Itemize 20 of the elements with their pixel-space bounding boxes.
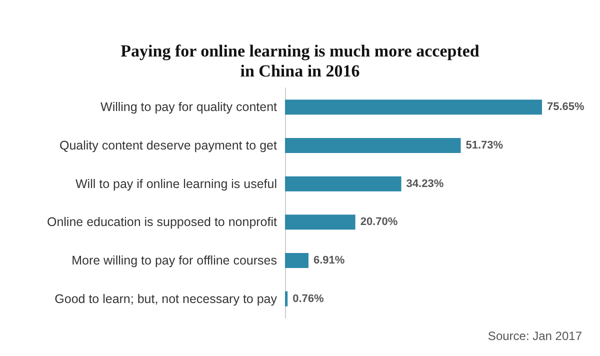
data-label: 0.76%: [292, 292, 324, 305]
y-tick-label: Willing to pay for quality content: [100, 100, 278, 114]
y-tick-label: Quality content deserve payment to get: [60, 138, 278, 152]
bar: [285, 138, 461, 153]
bar: [285, 214, 356, 230]
data-label: 75.65%: [547, 101, 585, 114]
data-label: 34.23%: [406, 178, 444, 190]
y-tick-label: Online education is supposed to nonprofit: [46, 215, 278, 230]
data-label: 6.91%: [313, 254, 345, 266]
bar: [285, 176, 402, 192]
y-tick-label: Good to learn; but, not necessary to pay: [54, 292, 278, 306]
y-tick-label: Will to pay if online learning is useful: [76, 176, 277, 191]
bar: [285, 253, 308, 268]
data-label: 20.70%: [360, 216, 398, 228]
data-label: 51.73%: [466, 140, 504, 152]
bar: [285, 100, 542, 115]
y-tick-label: More willing to pay for offline courses: [72, 254, 277, 268]
bar: [285, 291, 288, 306]
source-note: Source: Jan 2017: [488, 329, 582, 343]
chart-title: Paying for online learning is much more accepted in China in 2016: [120, 42, 480, 80]
